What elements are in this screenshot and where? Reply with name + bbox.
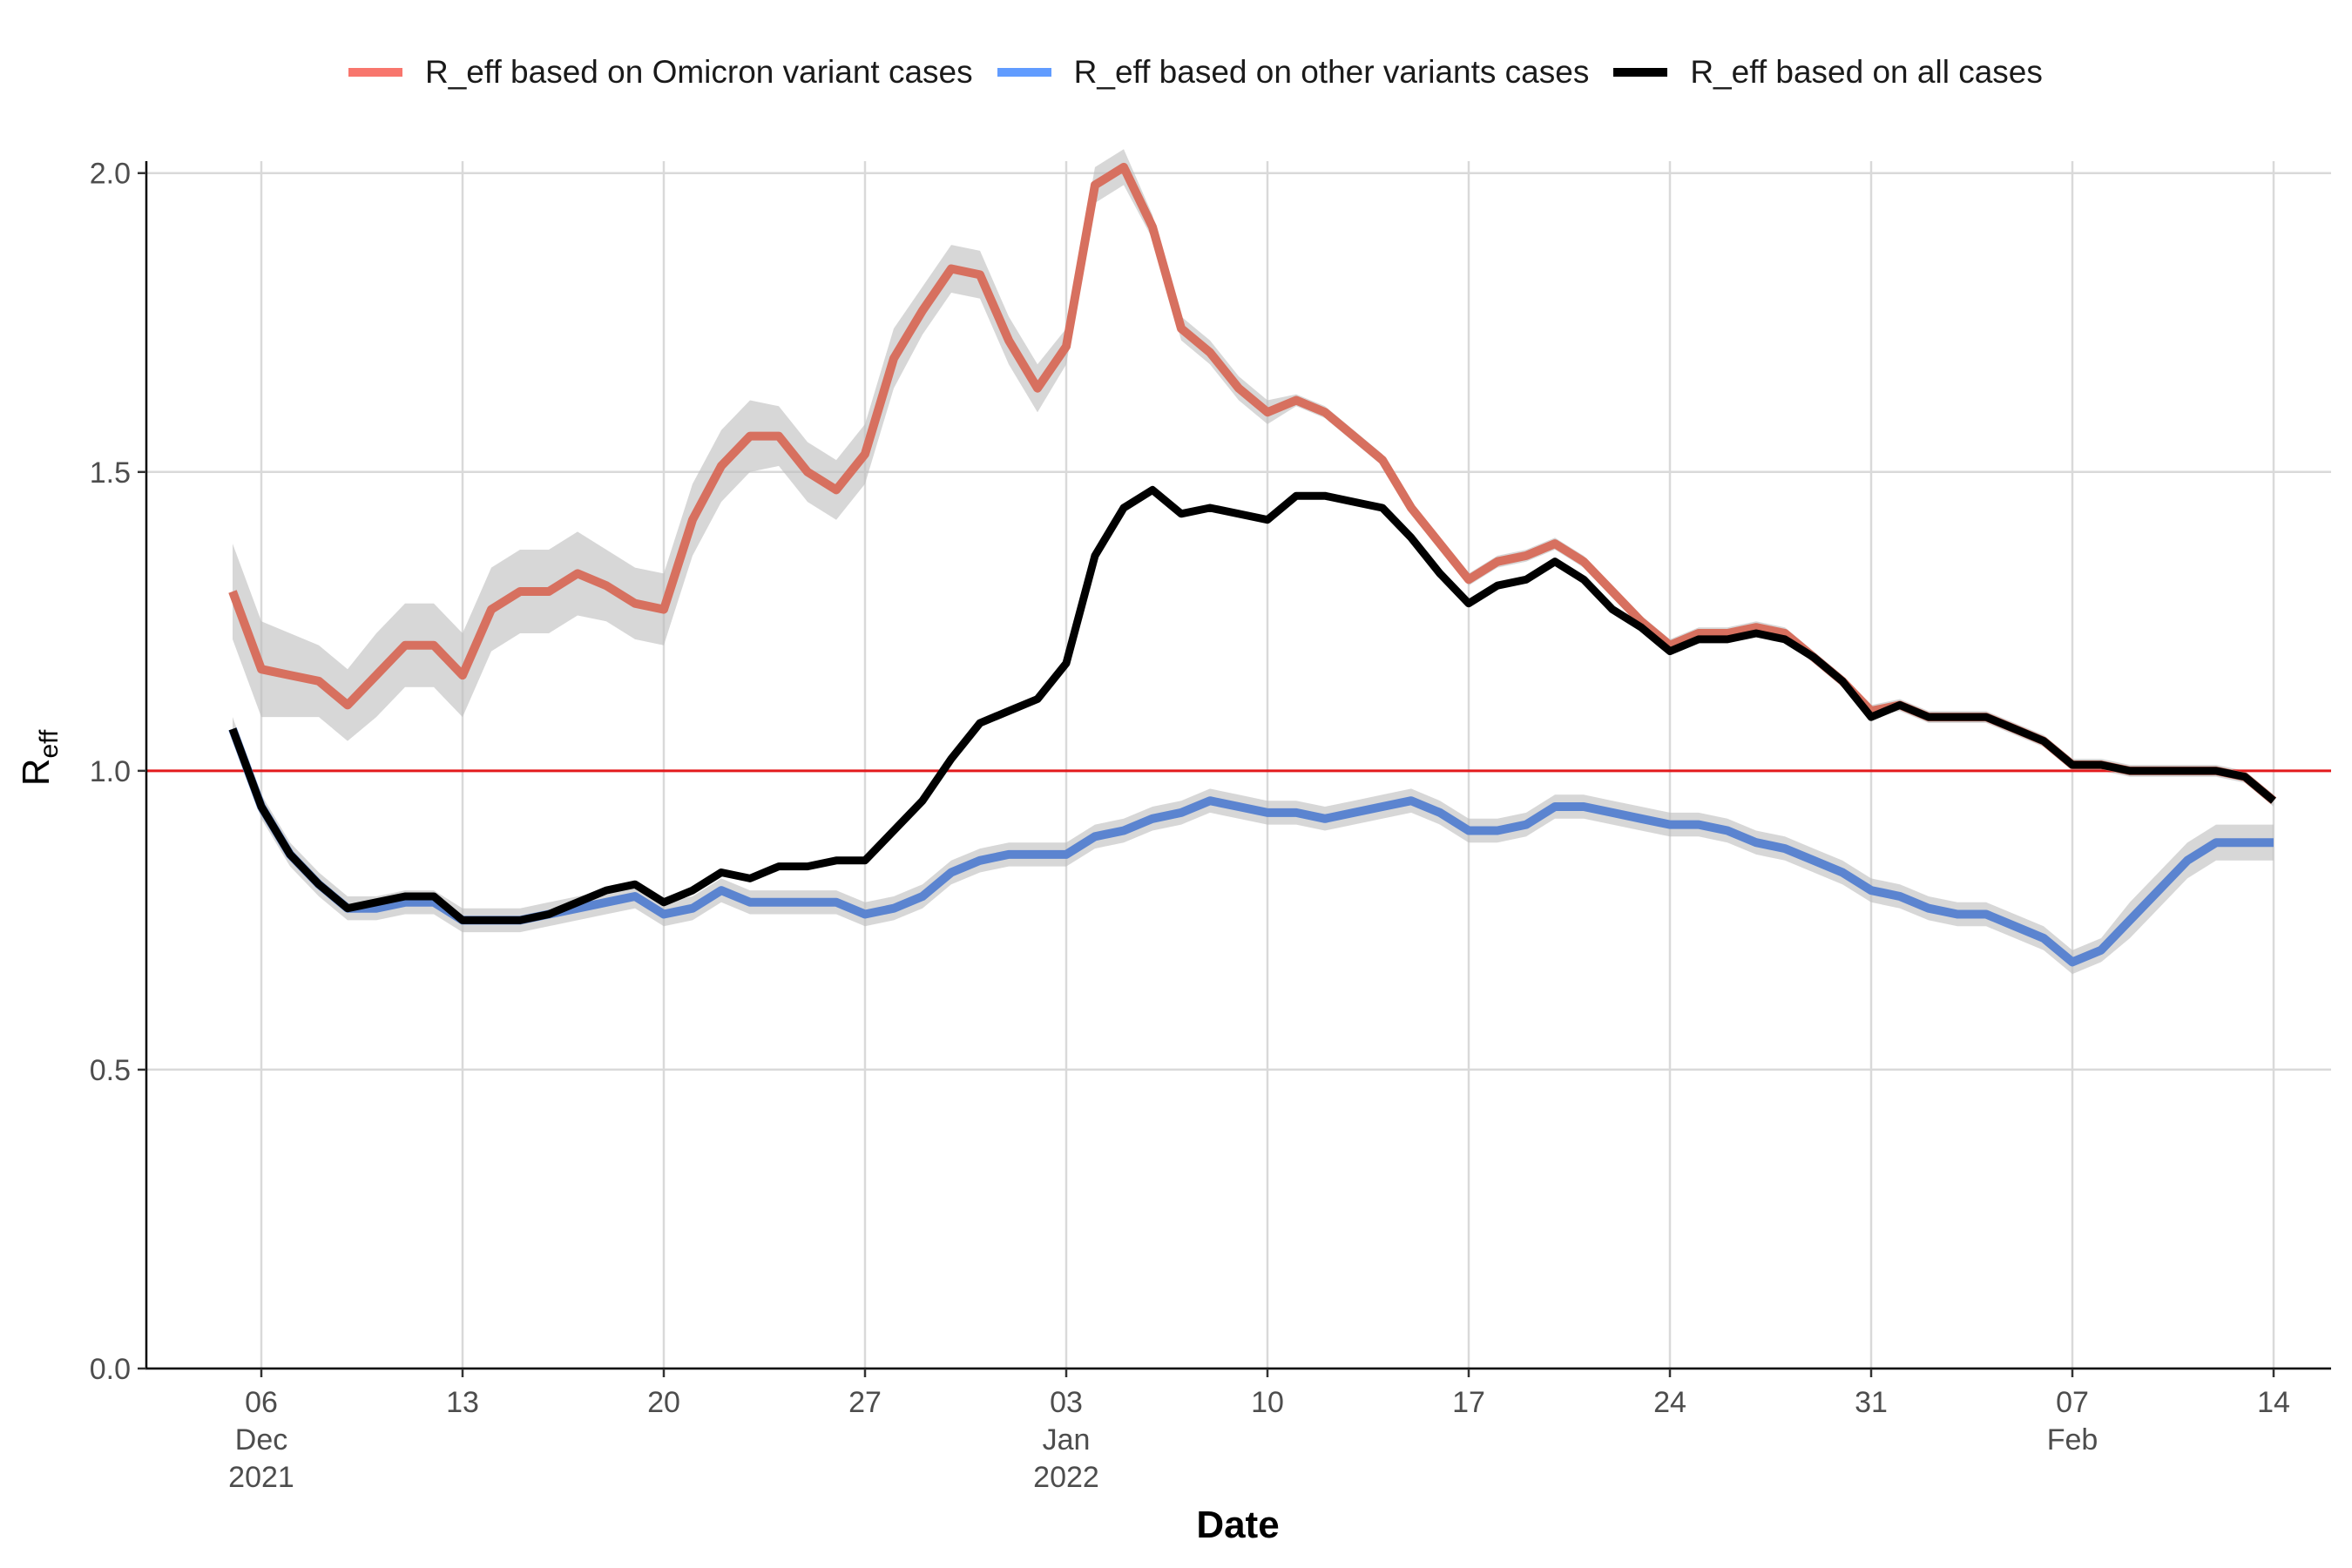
legend-item-other-variants: R_eff based on other variants cases	[997, 54, 1590, 91]
x-tick-label: 17	[1452, 1386, 1485, 1419]
legend-label-all-cases: R_eff based on all cases	[1690, 54, 2043, 90]
legend-label-other-variants: R_eff based on other variants cases	[1073, 54, 1590, 90]
x-tick-label: 31	[1855, 1386, 1888, 1419]
legend-item-all-cases: R_eff based on all cases	[1613, 54, 2043, 91]
x-tick-label: 03	[1050, 1386, 1083, 1419]
y-tick-labels: 0.0 0.5 1.0 1.5 2.0	[90, 158, 146, 1386]
y-axis-title-main: R	[15, 759, 57, 787]
confidence-band	[233, 717, 2274, 975]
x-tick-label: 2021	[228, 1461, 294, 1494]
y-tick-label: 1.0	[90, 755, 131, 788]
x-tick-label: 24	[1653, 1386, 1686, 1419]
x-tick-labels: 06 Dec 2021 13 20 27 03 Jan 2022 10 17 24 31 07 Feb 14	[228, 1369, 2290, 1494]
y-tick-label: 2.0	[90, 158, 131, 191]
confidence-band	[233, 149, 2274, 808]
confidence-bands	[233, 149, 2274, 975]
x-tick-label: 20	[647, 1386, 680, 1419]
series-lines	[228, 162, 2277, 967]
y-tick-label: 1.5	[90, 456, 131, 490]
x-tick-label: Jan	[1043, 1423, 1091, 1456]
legend: R_eff based on Omicron variant cases R_e…	[348, 51, 2317, 94]
axes	[145, 161, 2331, 1370]
x-tick-label: 13	[446, 1386, 479, 1419]
legend-swatch-all-cases	[1613, 68, 1668, 77]
legend-swatch-other-variants	[997, 68, 1051, 77]
x-tick-label: 06	[245, 1386, 278, 1419]
x-axis-title: Date	[1196, 1504, 1279, 1546]
series-line-other-variants	[228, 727, 2274, 967]
x-tick-label: 2022	[1033, 1461, 1099, 1494]
legend-swatch-omicron	[348, 68, 402, 77]
y-axis-title-sub: eff	[35, 729, 64, 758]
series-line-omicron	[228, 162, 2277, 805]
grid-lines	[146, 161, 2331, 1370]
x-tick-label: 10	[1251, 1386, 1284, 1419]
y-axis-title: Reff	[15, 729, 64, 786]
x-tick-label: Dec	[235, 1423, 287, 1456]
legend-item-omicron: R_eff based on Omicron variant cases	[348, 54, 973, 91]
legend-label-omicron: R_eff based on Omicron variant cases	[425, 54, 973, 90]
x-tick-label: 14	[2257, 1386, 2290, 1419]
x-tick-label: 27	[848, 1386, 882, 1419]
y-tick-label: 0.5	[90, 1054, 131, 1087]
x-tick-label: 07	[2056, 1386, 2089, 1419]
series-line-all-cases	[228, 485, 2276, 924]
y-tick-label: 0.0	[90, 1353, 131, 1386]
x-tick-label: Feb	[2047, 1423, 2099, 1456]
